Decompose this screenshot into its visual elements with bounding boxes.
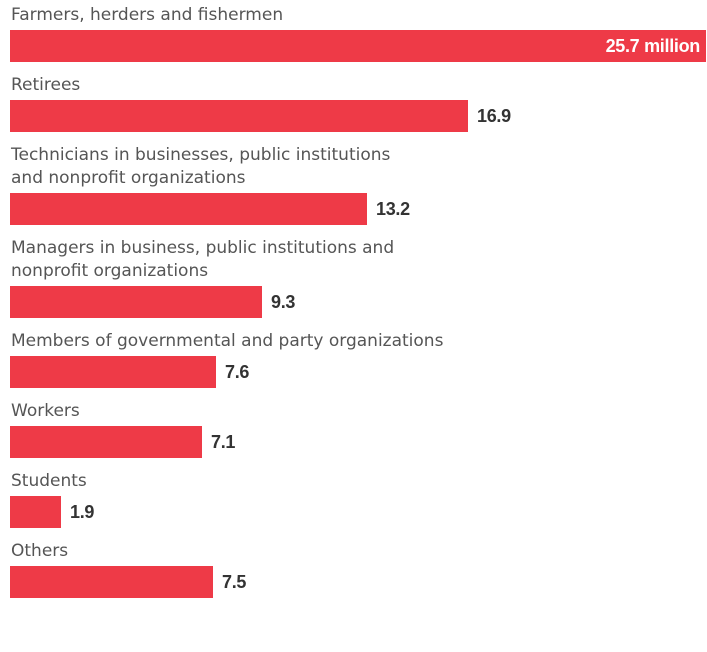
value-label: 16.9 — [477, 106, 511, 126]
category-label: Workers — [11, 401, 80, 421]
value-label: 9.3 — [271, 292, 296, 312]
category-label: Students — [11, 471, 87, 491]
category-label: Others — [11, 541, 69, 561]
value-label: 13.2 — [376, 199, 410, 219]
bar — [10, 100, 468, 132]
bar — [10, 286, 262, 318]
bar — [10, 566, 213, 598]
bar — [10, 356, 216, 388]
value-label: 7.6 — [225, 362, 250, 382]
bar — [10, 426, 202, 458]
category-label: Managers in business, public institution… — [11, 238, 395, 281]
value-label: 1.9 — [70, 502, 95, 522]
category-label: Members of governmental and party organi… — [11, 331, 444, 351]
category-label: Technicians in businesses, public instit… — [11, 145, 391, 188]
value-label: 25.7 million — [605, 36, 701, 56]
value-label: 7.5 — [222, 572, 247, 592]
category-label: Retirees — [11, 75, 81, 95]
category-label: Farmers, herders and fishermen — [11, 5, 284, 25]
value-label: 7.1 — [211, 432, 236, 452]
bar — [10, 193, 367, 225]
bar — [10, 30, 706, 62]
bar — [10, 496, 61, 528]
